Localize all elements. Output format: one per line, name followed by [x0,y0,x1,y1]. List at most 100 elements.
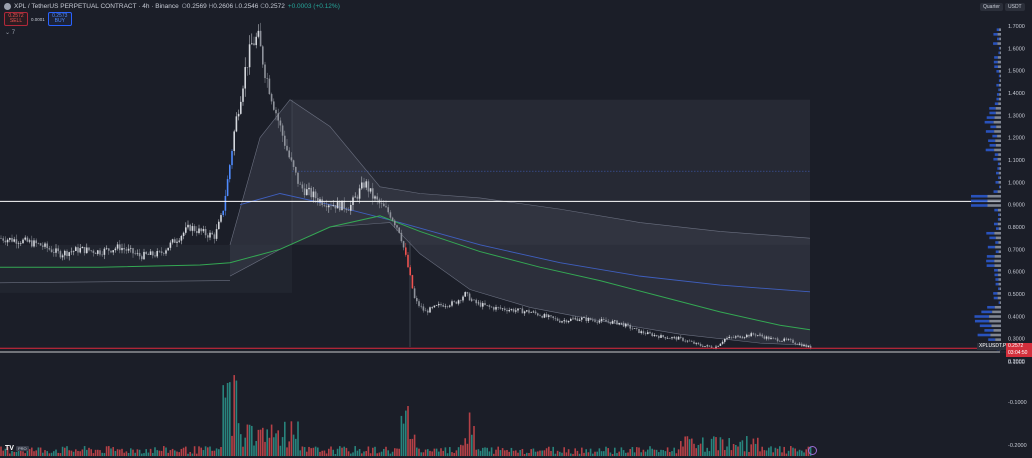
candle-body [477,302,480,304]
candle-body [607,321,609,323]
volume-bar [790,446,792,456]
volume-bar [385,446,387,456]
volume-bar [218,449,220,456]
volume-bar [717,450,719,456]
candle-body [127,248,130,251]
candle-body [726,338,728,339]
volume-bar [391,451,394,456]
candle-body [101,254,103,256]
volume-profile-bar [989,144,996,147]
volume-bar [0,446,2,456]
candle-body [264,64,266,79]
candle-body [281,125,284,136]
volume-profile-bar [998,282,1001,286]
candle-body [717,345,719,347]
candle-body [303,188,306,196]
candle-body [301,184,304,189]
candle-body [807,345,810,348]
candle-body [169,242,172,248]
volume-bar [28,449,31,456]
volume-bar [609,452,612,456]
volume-profile-bar [994,231,1001,235]
volume-bar [442,450,444,456]
volume-bar [741,440,744,456]
symbol-price-label: XPLUSDT.P [977,343,1009,350]
candle-body [673,336,675,338]
volume-profile-bar [997,60,1001,64]
candle-body [116,244,119,249]
currency-selector[interactable]: USDT [1005,3,1025,11]
volume-profile-bar [998,301,1000,304]
volume-bar [127,453,130,456]
volume-profile-bar [984,329,994,332]
candle-body [556,318,559,321]
candle-body [61,255,64,258]
volume-bar [281,437,284,456]
settings-gear-icon[interactable] [808,446,817,455]
volume-bar [691,438,693,456]
volume-profile-bar [981,310,993,314]
candle-body [70,251,73,253]
volume-profile-bar [998,227,1001,230]
price-axis-label: 0.8000 [1008,225,1025,231]
candle-body [539,315,541,317]
candle-body [246,67,249,68]
candle-body [669,338,671,339]
volume-profile-bar [992,310,1001,314]
volume-bar [420,452,422,456]
volume-bar [70,450,73,456]
candle-body [449,305,451,307]
candle-body [545,314,548,317]
volume-bar [231,435,233,456]
volume-bar [163,446,165,456]
candle-body [286,145,288,151]
volume-bar [730,450,733,456]
volume-bar [204,446,207,456]
candle-body [57,248,59,252]
indicators-toggle[interactable]: ⌄ 7 [5,30,16,36]
volume-bar [405,410,407,456]
candle-body [332,205,334,207]
volume-bar [409,439,411,456]
volume-bar [187,453,189,456]
candle-body [466,292,469,294]
volume-bar [55,449,57,456]
volume-profile-bar [985,148,995,152]
volume-bar [83,446,86,456]
candle-body [297,172,299,184]
volume-bar [785,453,788,456]
volume-profile-bar [997,218,1000,221]
volume-profile-bar [993,120,1001,124]
candle-body [803,344,805,347]
volume-profile-bar [979,324,992,328]
volume-profile-bar [997,213,1000,217]
volume-bar [33,451,35,456]
candle-body [306,189,308,196]
period-button[interactable]: Quarter [980,3,1003,11]
chart-title[interactable]: XPL / TetherUS PERPETUAL CONTRACT · 4h ·… [14,3,179,10]
volume-bar [578,453,581,456]
candle-body [237,113,240,117]
candle-body [90,250,92,251]
volume-bar [90,449,92,456]
volume-bar [512,450,515,456]
volume-bar [655,449,658,456]
volume-profile-bar [996,125,1001,129]
volume-bar [781,452,783,456]
candle-body [772,337,774,339]
volume-profile-bar [989,111,996,115]
candle-body [136,252,139,254]
candle-body [801,343,803,347]
candle-body [422,306,425,311]
volume-profile-bar [994,305,1001,309]
volume-bar [640,452,642,456]
tradingview-logo[interactable]: TV PRO [5,445,29,452]
volume-bar [539,450,541,456]
candle-body [732,337,735,338]
candle-body [446,306,449,307]
buy-button[interactable]: 0.2573 BUY [47,12,72,26]
sell-button[interactable]: 0.2572 SELL [4,12,28,26]
volume-bar [622,450,625,456]
volume-bar [587,452,590,456]
